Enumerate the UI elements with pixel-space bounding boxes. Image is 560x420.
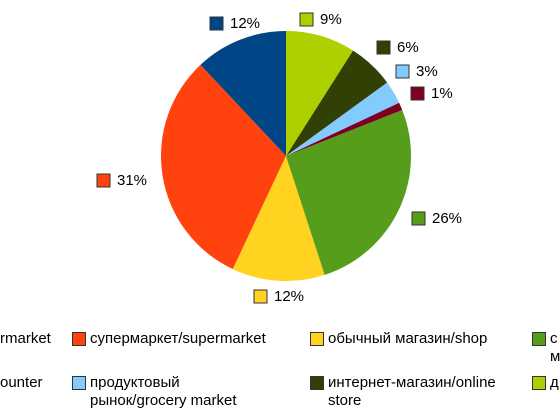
label-swatch: [96, 173, 111, 188]
legend-label: продуктовый рынок/grocery market: [90, 374, 237, 409]
value-label: 12%: [230, 15, 260, 32]
label-swatch: [299, 12, 314, 27]
pie-slice: [286, 82, 400, 156]
legend-label: интернет-магазин/online store: [328, 374, 496, 409]
label-swatch: [376, 40, 391, 55]
legend-swatch: [532, 376, 546, 390]
legend-label: обычный магазин/shop: [328, 330, 488, 347]
pie-slice: [286, 31, 353, 156]
value-label: 9%: [320, 11, 342, 28]
legend-swatch: [310, 332, 324, 346]
value-label: 1%: [431, 85, 453, 102]
legend-label: rmarket: [0, 330, 51, 347]
pie-slice: [286, 102, 403, 156]
pie-slice: [232, 156, 325, 281]
value-label: 31%: [117, 172, 147, 189]
value-label: 26%: [432, 210, 462, 227]
label-swatch: [209, 16, 224, 31]
pie-slice: [286, 50, 388, 156]
legend-label: д: [550, 374, 559, 391]
legend-swatch: [532, 332, 546, 346]
value-label: 3%: [416, 63, 438, 80]
value-label: 6%: [397, 39, 419, 56]
label-swatch: [395, 64, 410, 79]
label-swatch: [253, 289, 268, 304]
pie-slice: [160, 64, 286, 270]
legend-label: супермаркет/supermarket: [90, 330, 266, 347]
label-swatch: [410, 86, 425, 101]
pie-slice: [286, 109, 411, 275]
legend-swatch: [72, 376, 86, 390]
legend-swatch: [310, 376, 324, 390]
legend-label: с м: [550, 330, 560, 365]
value-label: 12%: [274, 288, 304, 305]
legend-swatch: [72, 332, 86, 346]
pie-slice: [200, 31, 286, 156]
label-swatch: [411, 211, 426, 226]
legend-label: ounter: [0, 374, 43, 391]
